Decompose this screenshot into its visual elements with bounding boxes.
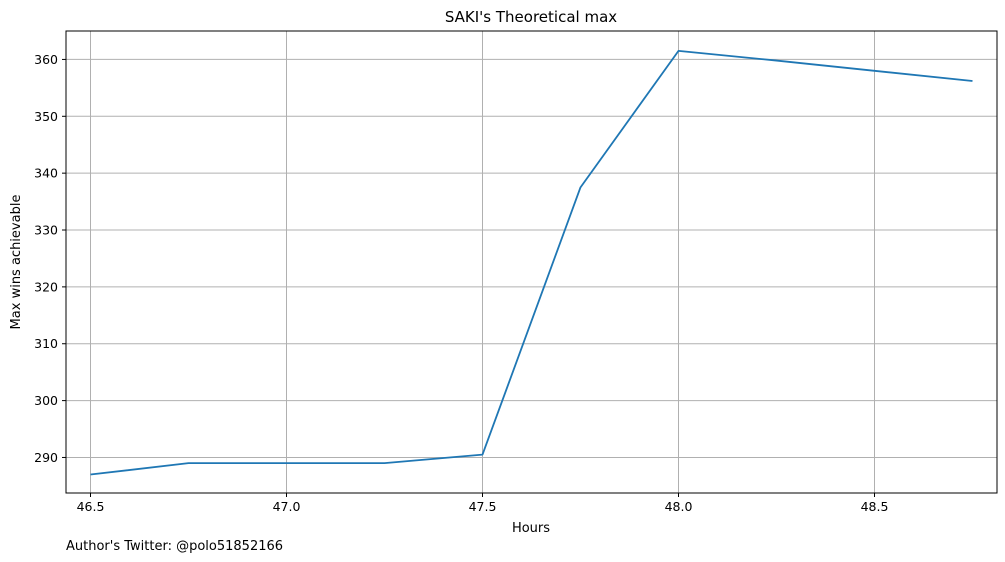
author-footnote: Author's Twitter: @polo51852166 (66, 539, 283, 554)
y-tick-label: 340 (34, 166, 58, 181)
x-axis-label: Hours (512, 521, 550, 536)
y-tick-label: 290 (34, 450, 58, 465)
plot-frame (65, 30, 998, 494)
x-tick-label: 47.5 (469, 499, 497, 514)
series-line (90, 50, 973, 476)
x-tick-label: 47.0 (273, 499, 301, 514)
x-axis: 46.5 47.0 47.5 48.0 48.5 (77, 493, 889, 514)
series-layer (90, 50, 973, 476)
y-tick-label: 330 (34, 223, 58, 238)
y-axis: 290 300 310 320 330 340 350 360 (34, 52, 66, 465)
x-tick-label: 48.0 (665, 499, 693, 514)
y-tick-label: 320 (34, 279, 58, 294)
grid-lines (66, 31, 997, 493)
y-tick-label: 300 (34, 393, 58, 408)
chart-title: SAKI's Theoretical max (445, 8, 617, 26)
y-tick-label: 360 (34, 52, 58, 67)
y-tick-label: 350 (34, 109, 58, 124)
y-axis-label: Max wins achievable (9, 195, 24, 330)
x-tick-label: 48.5 (861, 499, 889, 514)
y-tick-label: 310 (34, 336, 58, 351)
x-tick-label: 46.5 (77, 499, 105, 514)
